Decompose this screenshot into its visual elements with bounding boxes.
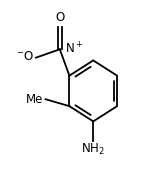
- Text: O: O: [55, 11, 65, 24]
- Text: NH$_2$: NH$_2$: [81, 142, 105, 157]
- Text: N$^+$: N$^+$: [65, 41, 83, 56]
- Text: $^{-}$O: $^{-}$O: [16, 50, 34, 63]
- Text: Me: Me: [26, 93, 44, 106]
